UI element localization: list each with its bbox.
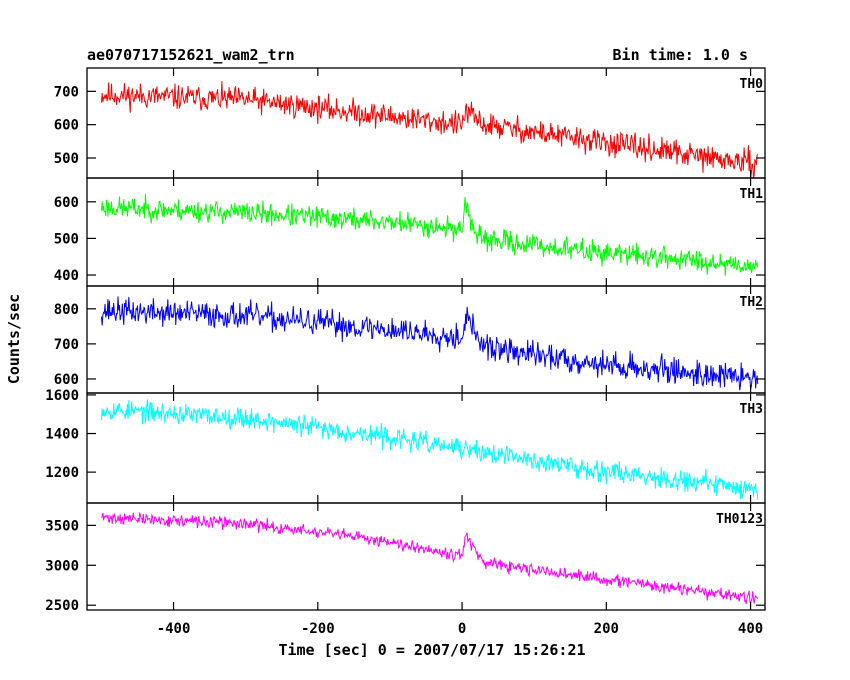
panel-th0123: 2500 3000 3500 TH0123 [45,502,766,614]
y-tick-label: 500 [54,151,79,167]
y-tick-label: 800 [54,302,79,318]
y-tick-label: 600 [54,195,79,211]
panel-th0: 500 600 700 TH0 [54,67,766,179]
y-tick-label: 700 [54,84,79,100]
panel-label: TH0 [740,77,764,92]
series-line-th0123 [100,512,758,606]
series-line-th2 [100,296,759,391]
x-tick-label: -400 [157,621,191,637]
y-tick-label: 700 [54,337,79,353]
chart-title: ae070717152621_wam2_trn [87,46,295,64]
series-line-th0 [100,81,759,179]
panel-frame [86,285,766,394]
panel-th2: 600 700 800 TH2 [54,285,766,394]
x-tick-label: 0 [458,621,466,637]
panel-th3: 1200 1400 1600 TH3 [45,388,766,504]
x-tick-label: 200 [594,621,619,637]
x-tick-label: 400 [738,621,763,637]
y-tick-label: 500 [54,231,79,247]
y-tick-label: 600 [54,118,79,134]
y-tick-label: 1200 [45,465,79,481]
panel-label: TH2 [740,295,763,310]
panel-frame [86,502,766,611]
bin-time-label: Bin time: 1.0 s [613,46,748,64]
panel-th1: 400 500 600 TH1 [54,177,766,287]
panels-group: 500 600 700 TH0 400 500 600 TH1 600 700 800 TH2 1200… [45,67,766,637]
panel-label: TH1 [740,187,764,202]
series-line-th3 [100,399,759,500]
y-tick-label: 2500 [45,598,79,614]
panel-label: TH3 [740,402,763,417]
series-line-th1 [100,193,759,276]
panel-frame [86,177,766,287]
y-tick-label: 1600 [45,388,79,404]
x-axis-label: Time [sec] 0 = 2007/07/17 15:26:21 [278,641,585,659]
y-axis-label: Counts/sec [5,294,23,384]
y-tick-label: 1400 [45,427,79,443]
y-tick-label: 400 [54,268,79,284]
y-tick-label: 600 [54,372,79,388]
y-tick-label: 3500 [45,518,79,534]
panel-label: TH0123 [716,512,763,527]
x-tick-label: -200 [301,621,335,637]
y-tick-label: 3000 [45,558,79,574]
